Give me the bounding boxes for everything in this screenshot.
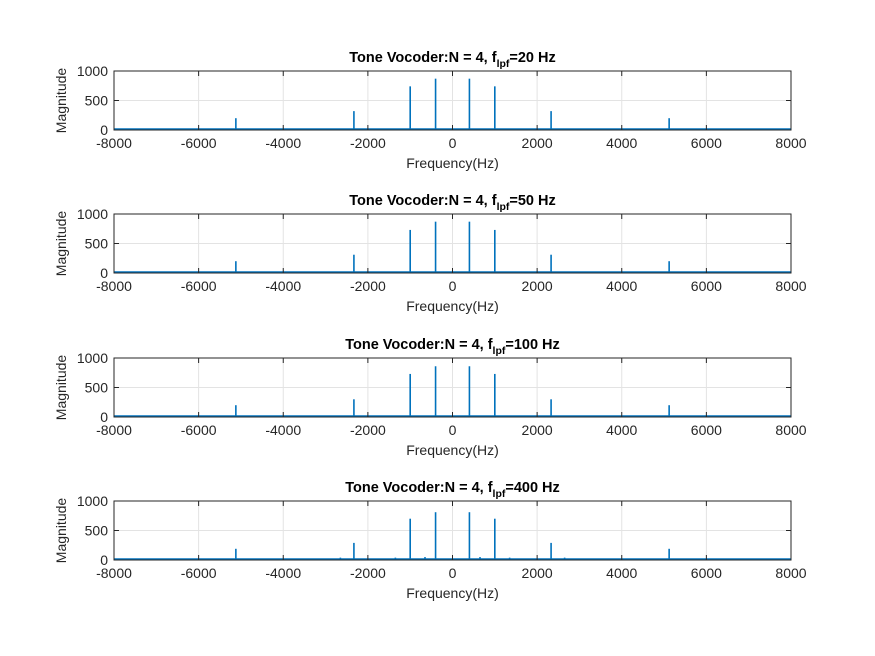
x-tick-label: 8000 — [775, 565, 806, 581]
x-tick-label: 6000 — [691, 565, 722, 581]
x-tick-label: -2000 — [350, 422, 386, 438]
title-tail: =100 Hz — [505, 337, 559, 353]
y-tick-label: 500 — [85, 380, 109, 396]
x-tick-label: 2000 — [522, 422, 553, 438]
y-tick-label: 1000 — [77, 63, 108, 79]
y-tick-label: 1000 — [77, 206, 108, 222]
x-tick-label: 4000 — [606, 135, 637, 151]
y-tick-label: 500 — [85, 93, 109, 109]
y-axis-label: Magnitude — [53, 355, 69, 421]
x-tick-label: 8000 — [775, 135, 806, 151]
title-main: Tone Vocoder:N = 4, f — [349, 193, 496, 209]
title-main: Tone Vocoder:N = 4, f — [349, 50, 496, 66]
title-main: Tone Vocoder:N = 4, f — [345, 337, 492, 353]
x-tick-label: 0 — [449, 135, 457, 151]
x-tick-label: 2000 — [522, 135, 553, 151]
title-subscript: lpf — [493, 345, 506, 357]
x-tick-label: 2000 — [522, 278, 553, 294]
x-axis-label: Frequency(Hz) — [406, 585, 499, 601]
x-tick-label: 4000 — [606, 422, 637, 438]
chart-title: Tone Vocoder:N = 4, flpf=50 Hz — [349, 193, 556, 213]
y-tick-label: 1000 — [77, 350, 108, 366]
y-tick-label: 1000 — [77, 493, 108, 509]
x-tick-label: -8000 — [96, 422, 132, 438]
x-tick-label: 2000 — [522, 565, 553, 581]
subplot-3: -8000 -6000 -4000 -2000 0 2000 4000 6000 8000 0 50… — [53, 337, 807, 458]
y-tick-label: 500 — [85, 236, 109, 252]
x-tick-label: -4000 — [265, 135, 301, 151]
x-tick-label: -6000 — [181, 565, 217, 581]
x-tick-label: 4000 — [606, 278, 637, 294]
x-tick-label: -6000 — [181, 278, 217, 294]
title-subscript: lpf — [497, 201, 510, 213]
subplot-1: -8000 -6000 -4000 -2000 0 2000 4000 6000 8000 0 50… — [53, 50, 807, 171]
x-tick-label: 4000 — [606, 565, 637, 581]
y-axis-label: Magnitude — [53, 498, 69, 564]
title-tail: =20 Hz — [509, 50, 555, 66]
title-subscript: lpf — [493, 488, 506, 500]
chart-title: Tone Vocoder:N = 4, flpf=400 Hz — [345, 480, 560, 500]
title-subscript: lpf — [497, 58, 510, 70]
x-tick-label: -2000 — [350, 135, 386, 151]
x-tick-label: 0 — [449, 565, 457, 581]
y-tick-label: 0 — [100, 409, 108, 425]
subplot-4: -8000 -6000 -4000 -2000 0 2000 4000 6000 8000 0 50… — [53, 480, 807, 601]
chart-title: Tone Vocoder:N = 4, flpf=20 Hz — [349, 50, 556, 70]
x-tick-label: -4000 — [265, 278, 301, 294]
y-tick-label: 0 — [100, 552, 108, 568]
y-axis-label: Magnitude — [53, 68, 69, 134]
x-tick-label: 6000 — [691, 422, 722, 438]
x-axis-label: Frequency(Hz) — [406, 442, 499, 458]
title-tail: =50 Hz — [509, 193, 555, 209]
x-tick-label: 6000 — [691, 278, 722, 294]
x-tick-label: 8000 — [775, 422, 806, 438]
x-axis-label: Frequency(Hz) — [406, 298, 499, 314]
title-main: Tone Vocoder:N = 4, f — [345, 480, 492, 496]
x-tick-label: -2000 — [350, 278, 386, 294]
x-tick-label: -6000 — [181, 135, 217, 151]
y-tick-label: 0 — [100, 122, 108, 138]
x-tick-label: -8000 — [96, 135, 132, 151]
x-tick-label: 6000 — [691, 135, 722, 151]
x-axis-label: Frequency(Hz) — [406, 155, 499, 171]
x-tick-label: -2000 — [350, 565, 386, 581]
x-tick-label: -6000 — [181, 422, 217, 438]
y-tick-label: 500 — [85, 523, 109, 539]
title-tail: =400 Hz — [505, 480, 559, 496]
x-tick-label: -8000 — [96, 565, 132, 581]
x-tick-label: -4000 — [265, 422, 301, 438]
x-tick-label: -4000 — [265, 565, 301, 581]
y-tick-label: 0 — [100, 265, 108, 281]
y-axis-label: Magnitude — [53, 211, 69, 277]
x-tick-label: -8000 — [96, 278, 132, 294]
x-tick-label: 0 — [449, 278, 457, 294]
x-tick-label: 8000 — [775, 278, 806, 294]
chart-title: Tone Vocoder:N = 4, flpf=100 Hz — [345, 337, 560, 357]
x-tick-label: 0 — [449, 422, 457, 438]
subplot-2: -8000 -6000 -4000 -2000 0 2000 4000 6000 8000 0 50… — [53, 193, 807, 314]
